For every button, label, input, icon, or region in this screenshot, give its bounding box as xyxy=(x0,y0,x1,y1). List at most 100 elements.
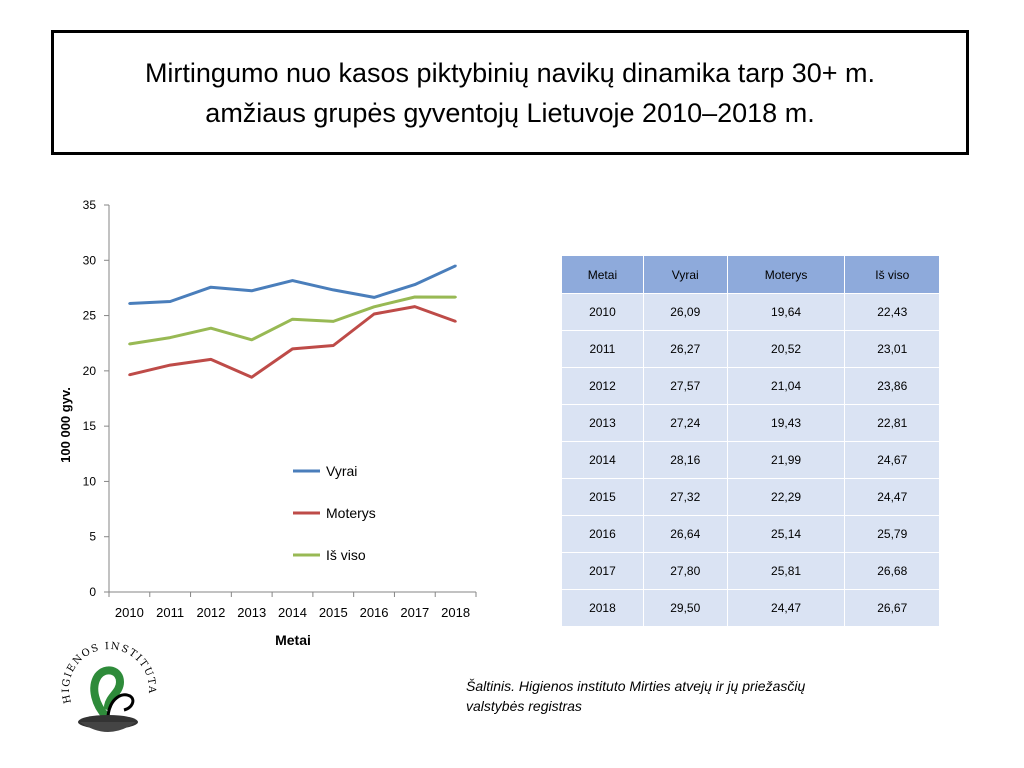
legend-label: Vyrai xyxy=(326,463,357,479)
title-line-2: amžiaus grupės gyventojų Lietuvoje 2010–… xyxy=(205,97,815,128)
x-tick-label: 2013 xyxy=(237,605,266,620)
legend-label: Iš viso xyxy=(326,547,366,563)
bowl-base-icon xyxy=(80,722,136,732)
y-tick-label: 35 xyxy=(83,198,97,212)
cell-is-viso: 26,68 xyxy=(844,552,940,590)
data-point xyxy=(332,320,335,323)
cell-is-viso: 24,47 xyxy=(844,478,940,516)
cell-is-viso: 24,67 xyxy=(844,441,940,479)
x-axis-label: Metai xyxy=(275,632,311,648)
chart-legend: Vyrai Moterys Iš viso xyxy=(293,463,376,563)
header-is-viso: Iš viso xyxy=(844,255,940,294)
table-row: 2010 26,09 19,64 22,43 xyxy=(561,293,940,331)
data-point xyxy=(332,288,335,292)
cell-moterys: 25,81 xyxy=(726,552,846,590)
cell-moterys: 21,04 xyxy=(726,367,846,405)
data-point xyxy=(372,296,376,299)
cell-is-viso: 23,01 xyxy=(844,330,940,368)
cell-year: 2010 xyxy=(561,293,644,331)
cell-vyrai: 27,32 xyxy=(642,478,728,516)
header-metai: Metai xyxy=(561,255,644,294)
x-tick-label: 2014 xyxy=(278,605,307,620)
cell-vyrai: 26,09 xyxy=(642,293,728,331)
data-point xyxy=(250,375,253,379)
data-point xyxy=(168,336,172,339)
series-lines xyxy=(128,264,457,379)
title-line-1: Mirtingumo nuo kasos piktybinių navikų d… xyxy=(144,57,876,88)
table-row: 2015 27,32 22,29 24,47 xyxy=(561,478,940,516)
cell-vyrai: 27,57 xyxy=(642,367,728,405)
y-tick-label: 20 xyxy=(83,364,97,378)
header-moterys: Moterys xyxy=(726,255,846,294)
data-point xyxy=(413,295,417,299)
data-point xyxy=(209,326,213,330)
table-header-row: Metai Vyrai Moterys Iš viso xyxy=(561,255,940,294)
cell-is-viso: 25,79 xyxy=(844,515,940,553)
snake-icon xyxy=(90,666,125,720)
cell-vyrai: 27,24 xyxy=(642,404,728,442)
cell-moterys: 20,52 xyxy=(726,330,846,368)
data-point xyxy=(209,358,213,361)
data-point xyxy=(128,342,131,346)
cell-moterys: 19,64 xyxy=(726,293,846,331)
data-point xyxy=(372,312,376,316)
slide-title: Mirtingumo nuo kasos piktybinių navikų d… xyxy=(51,30,969,155)
y-tick-label: 15 xyxy=(83,419,97,433)
cell-is-viso: 22,81 xyxy=(844,404,940,442)
table-row: 2016 26,64 25,14 25,79 xyxy=(561,515,940,553)
x-tick-label: 2012 xyxy=(196,605,225,620)
cell-moterys: 19,43 xyxy=(726,404,846,442)
cell-is-viso: 23,86 xyxy=(844,367,940,405)
data-point xyxy=(209,285,213,289)
data-point xyxy=(250,338,253,341)
cell-year: 2015 xyxy=(561,478,644,516)
table-row: 2012 27,57 21,04 23,86 xyxy=(561,367,940,405)
y-tick-label: 25 xyxy=(83,309,97,323)
cell-vyrai: 26,64 xyxy=(642,515,728,553)
cell-vyrai: 26,27 xyxy=(642,330,728,368)
table-row: 2014 28,16 21,99 24,67 xyxy=(561,441,940,479)
data-point xyxy=(413,305,417,308)
data-point xyxy=(128,302,131,305)
stem-icon xyxy=(106,693,135,717)
data-point xyxy=(128,373,131,377)
y-tick-label: 30 xyxy=(83,253,97,267)
y-axis: 0 5 10 15 20 25 30 35 xyxy=(83,198,110,599)
series-line-2 xyxy=(129,295,456,346)
data-point xyxy=(168,363,172,367)
data-point xyxy=(332,344,335,347)
source-note: Šaltinis. Higienos instituto Mirties atv… xyxy=(466,676,886,716)
cell-is-viso: 22,43 xyxy=(844,293,940,331)
cell-year: 2011 xyxy=(561,330,644,368)
x-tick-label: 2017 xyxy=(400,605,429,620)
data-table: Metai Vyrai Moterys Iš viso 2010 26,09 19,… xyxy=(561,255,940,627)
table-row: 2011 26,27 20,52 23,01 xyxy=(561,330,940,368)
legend-label: Moterys xyxy=(326,505,376,521)
data-point xyxy=(291,279,294,282)
cell-is-viso: 26,67 xyxy=(844,589,940,627)
series-line-1 xyxy=(129,305,457,379)
cell-moterys: 25,14 xyxy=(726,515,846,553)
x-tick-label: 2010 xyxy=(115,605,144,620)
data-point xyxy=(413,283,417,286)
x-axis: 2010 2011 2012 2013 2014 2015 2016 2017 2018 xyxy=(108,591,477,620)
x-tick-label: 2016 xyxy=(360,605,389,620)
header-vyrai: Vyrai xyxy=(642,255,728,294)
y-tick-label: 10 xyxy=(83,474,97,488)
cell-year: 2013 xyxy=(561,404,644,442)
cell-year: 2014 xyxy=(561,441,644,479)
data-point xyxy=(454,320,457,323)
table-row: 2013 27,24 19,43 22,81 xyxy=(561,404,940,442)
data-point xyxy=(168,300,172,303)
table-row: 2017 27,80 25,81 26,68 xyxy=(561,552,940,590)
y-tick-label: 0 xyxy=(89,585,96,599)
cell-moterys: 21,99 xyxy=(726,441,846,479)
data-point xyxy=(291,347,294,351)
y-axis-label: 100 000 gyv. xyxy=(58,387,73,463)
data-point xyxy=(454,295,457,299)
cell-year: 2017 xyxy=(561,552,644,590)
cell-year: 2018 xyxy=(561,589,644,627)
data-point xyxy=(291,318,294,321)
cell-year: 2016 xyxy=(561,515,644,553)
